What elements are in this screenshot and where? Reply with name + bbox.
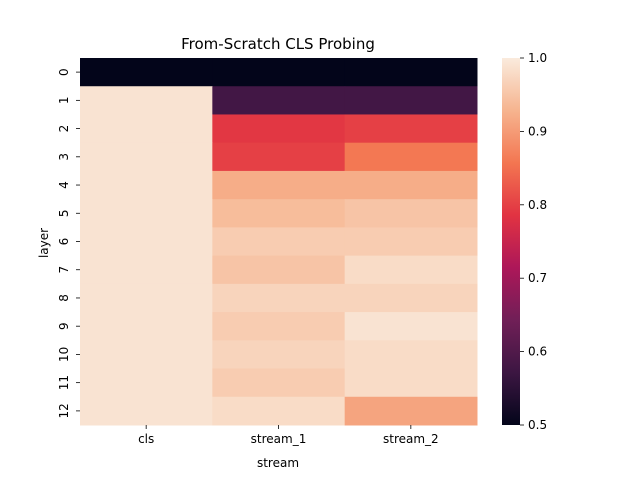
heatmap-cell [80,142,213,172]
y-tick-label: 7 [57,266,71,274]
heatmap-cell [80,396,213,426]
heatmap-cell [344,340,478,370]
y-tick-label: 12 [57,403,71,418]
heatmap-cell [212,86,346,115]
heatmap-cell [344,142,478,172]
heatmap-cell [80,368,213,398]
heatmap-cell [344,255,478,285]
y-tick-label: 2 [57,125,71,133]
colorbar-tick-label: 0.5 [528,418,547,432]
colorbar-ticks: 0.5 0.6 0.7 0.8 0.9 1.0 [520,51,547,432]
colorbar [502,58,520,425]
y-tick-label: 9 [57,322,71,330]
colorbar-tick-label: 0.8 [528,198,547,212]
heatmap-cell [344,283,478,313]
heatmap-cell [344,312,478,341]
heatmap-cell [344,227,478,257]
heatmap-cell [212,114,346,144]
heatmap-cell [212,312,346,341]
heatmap-cell [212,142,346,172]
heatmap-cell [80,58,213,87]
chart-title: From-Scratch CLS Probing [181,35,375,53]
heatmap-cell [212,340,346,370]
x-axis-ticks: cls stream_1 stream_2 [138,425,439,446]
heatmap-cell [212,199,346,228]
heatmap-cell [80,283,213,313]
y-tick-label: 11 [57,375,71,390]
heatmap-cell [80,340,213,370]
heatmap-cell [344,396,478,426]
heatmap-cells [80,58,478,426]
colorbar-tick-label: 0.9 [528,124,547,138]
x-axis-label: stream [257,456,299,470]
y-tick-label: 1 [57,97,71,105]
y-tick-label: 3 [57,153,71,161]
colorbar-tick-label: 1.0 [528,51,547,65]
heatmap-cell [344,199,478,228]
y-tick-label: 10 [57,347,71,362]
heatmap-cell [344,368,478,398]
heatmap-cell [80,170,213,200]
heatmap-cell [344,170,478,200]
heatmap-cell [80,255,213,285]
heatmap-cell [344,114,478,144]
heatmap-cell [212,227,346,257]
colorbar-tick-label: 0.6 [528,345,547,359]
y-tick-label: 5 [57,209,71,217]
y-tick-label: 0 [57,68,71,76]
heatmap-cell [212,368,346,398]
x-tick-label: cls [138,432,154,446]
y-tick-label: 8 [57,294,71,302]
heatmap-cell [344,86,478,115]
heatmap-cell [212,396,346,426]
y-axis-label: layer [37,228,51,258]
heatmap-cell [80,227,213,257]
colorbar-tick-label: 0.7 [528,271,547,285]
x-tick-label: stream_1 [251,432,307,446]
x-tick-label: stream_2 [383,432,439,446]
heatmap-cell [80,86,213,115]
heatmap-cell [212,58,346,87]
heatmap-cell [344,58,478,87]
y-tick-label: 6 [57,238,71,246]
heatmap-cell [80,312,213,341]
heatmap-cell [212,170,346,200]
heatmap-cell [212,255,346,285]
heatmap-cell [80,114,213,144]
y-tick-label: 4 [57,181,71,189]
heatmap-cell [212,283,346,313]
heatmap-cell [80,199,213,228]
